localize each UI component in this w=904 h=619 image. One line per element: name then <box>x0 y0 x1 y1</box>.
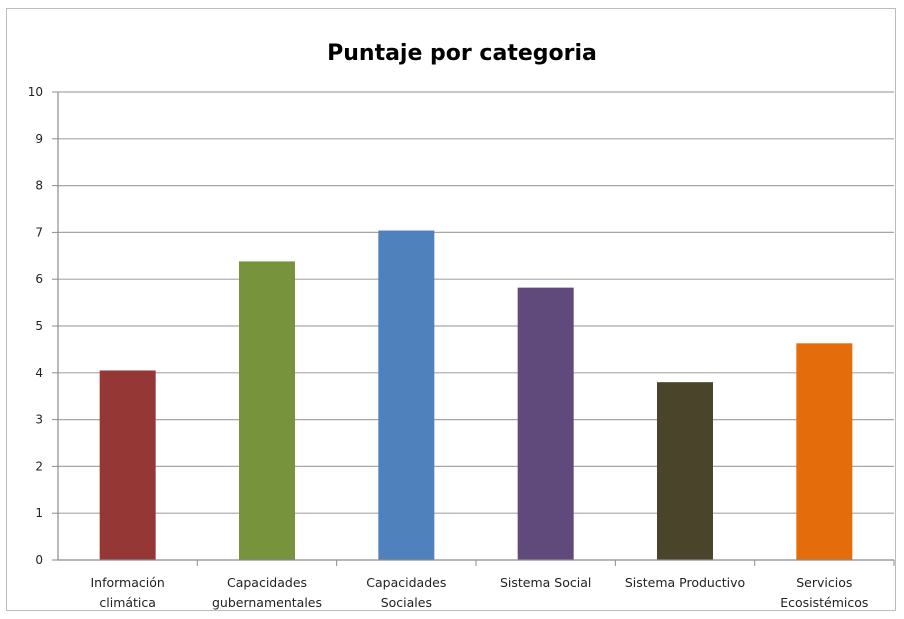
gridlines <box>58 91 894 514</box>
y-tick-label: 4 <box>35 366 43 380</box>
y-tick-label: 1 <box>35 506 43 520</box>
x-tick-label: Servicios <box>796 575 852 590</box>
y-tick-label: 8 <box>35 179 43 193</box>
bar <box>378 230 435 560</box>
x-tick-label: Información <box>90 575 164 590</box>
x-axis-labels: Información climática Capacidades gubername… <box>90 560 895 610</box>
x-tick-label: Capacidades <box>366 575 446 590</box>
x-tick-label: Sistema Social <box>500 575 591 590</box>
y-tick-label: 0 <box>35 553 43 567</box>
chart-title: Puntaje por categoria <box>327 41 597 66</box>
y-tick-label: 10 <box>28 85 43 99</box>
y-tick-label: 2 <box>35 459 43 473</box>
bars <box>99 230 853 560</box>
x-tick-label: Capacidades <box>227 575 307 590</box>
y-tick-label: 5 <box>35 319 43 333</box>
y-tick-label: 7 <box>35 225 43 239</box>
y-tick-label: 6 <box>35 272 43 286</box>
x-tick-label: climática <box>99 595 156 610</box>
bar <box>517 287 574 560</box>
x-tick-label: Ecosistémicos <box>780 595 868 610</box>
bar <box>657 382 713 560</box>
bar <box>99 370 156 560</box>
y-axis-ticks: 0 1 2 3 4 5 6 7 8 9 10 <box>28 85 58 567</box>
y-tick-label: 3 <box>35 413 43 427</box>
x-tick-label: gubernamentales <box>212 595 322 610</box>
bar <box>239 261 295 560</box>
x-tick-label: Sistema Productivo <box>625 575 745 590</box>
bar <box>796 343 853 560</box>
x-tick-label: Sociales <box>381 595 432 610</box>
y-tick-label: 9 <box>35 132 43 146</box>
